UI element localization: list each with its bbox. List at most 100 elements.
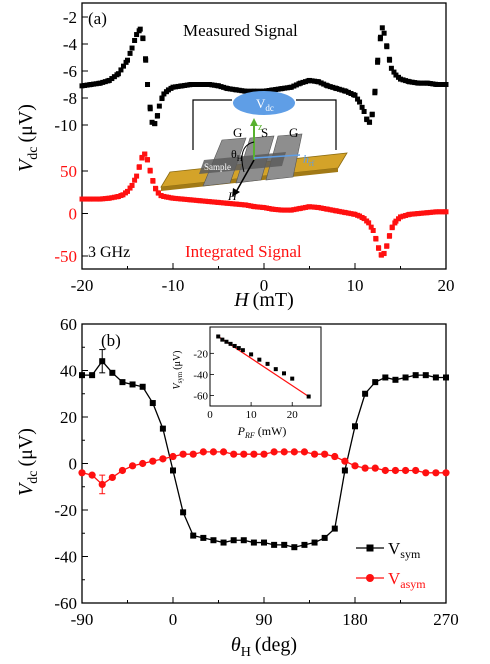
measured-point: [159, 95, 165, 101]
integrated-point: [436, 209, 442, 215]
legend-vasym-marker: [366, 574, 374, 582]
measured-point: [202, 82, 208, 87]
integrated-point: [361, 216, 367, 222]
integrated-point: [79, 196, 85, 202]
inset-point: [232, 343, 237, 348]
a-integrated-y-tick-label-1: 0: [69, 205, 78, 224]
measured-signal-series: [79, 25, 449, 127]
measured-point: [379, 25, 385, 31]
h-field-arrow: [235, 159, 255, 193]
measured-point: [152, 121, 158, 127]
point-sym: [230, 537, 237, 544]
measured-point: [127, 50, 133, 56]
measured-point: [147, 106, 153, 112]
measured-point: [291, 83, 297, 89]
measured-point: [93, 81, 99, 87]
measured-point: [336, 86, 342, 92]
panel-a-integrated-y-ticks: 50 0 -50: [54, 162, 88, 266]
point-asym: [108, 473, 116, 482]
point-asym: [128, 462, 137, 470]
measured-point: [100, 79, 106, 85]
panel-b-series: [78, 358, 450, 551]
measured-point: [345, 89, 351, 95]
integrated-point: [307, 204, 312, 210]
theta-label: θH: [231, 147, 243, 163]
b-y-tick-label-4: -20: [54, 501, 77, 520]
measured-point: [343, 88, 349, 94]
integrated-point: [234, 201, 240, 207]
integrated-point: [127, 185, 133, 191]
legend-vasym-label: Vasym: [388, 569, 426, 591]
measured-point: [439, 82, 445, 87]
measured-point: [145, 82, 151, 87]
circuit-wire: [192, 99, 232, 150]
integrated-point: [366, 220, 372, 226]
panel-b-x-axis-label: θH (deg): [231, 634, 297, 660]
integrated-point: [248, 203, 254, 209]
integrated-point: [393, 218, 399, 224]
measured-point: [170, 84, 176, 90]
measured-point: [339, 87, 345, 93]
integrated-point: [132, 177, 138, 183]
measured-point: [206, 82, 212, 87]
a-measured-y-tick-label-4: -10: [54, 116, 77, 135]
measured-point: [302, 79, 308, 85]
point-sym: [422, 372, 429, 379]
integrated-point: [129, 182, 135, 188]
measured-point: [140, 36, 146, 42]
integrated-point: [409, 211, 415, 217]
h-arrow-head: [232, 188, 240, 197]
measured-point: [115, 71, 121, 77]
integrated-point: [430, 209, 436, 215]
integrated-point: [316, 205, 322, 211]
measured-point: [97, 80, 103, 86]
panel-b-label: (b): [101, 331, 121, 350]
measured-point: [398, 76, 403, 82]
a-x-tick-label-0: -20: [71, 276, 94, 295]
inset-point: [236, 346, 241, 351]
integrated-point: [139, 154, 145, 160]
point-sym: [352, 423, 358, 430]
integrated-point: [82, 196, 88, 202]
point-asym: [149, 457, 157, 465]
measured-point: [369, 111, 375, 117]
measured-point: [403, 78, 409, 84]
point-sym: [372, 379, 379, 386]
measured-point: [391, 69, 397, 75]
measured-point: [88, 82, 94, 87]
point-sym: [432, 374, 439, 381]
measured-point: [309, 78, 315, 84]
point-asym: [401, 466, 410, 475]
z-axis-label: z: [258, 122, 263, 133]
integrated-point: [202, 198, 208, 204]
measured-point: [165, 87, 171, 93]
point-sym: [79, 372, 85, 379]
ground-label-2: G: [289, 125, 298, 140]
measured-point: [175, 83, 181, 89]
point-sym: [250, 539, 257, 546]
point-sym: [261, 539, 267, 546]
measured-point: [430, 81, 436, 87]
measured-point: [427, 81, 433, 87]
sample-label: Sample: [204, 162, 231, 172]
point-asym: [88, 471, 96, 479]
measured-point: [248, 88, 254, 94]
measured-point: [357, 99, 363, 105]
measured-point: [197, 82, 203, 87]
measured-point: [393, 72, 399, 78]
point-asym: [260, 450, 268, 458]
measured-point: [120, 63, 126, 69]
measured-point: [82, 82, 88, 88]
point-asym: [290, 448, 298, 456]
point-asym: [371, 464, 379, 472]
inset-point: [216, 334, 221, 339]
integrated-point: [275, 207, 281, 213]
point-sym: [281, 541, 288, 548]
integrated-point: [400, 213, 406, 219]
point-sym: [190, 532, 197, 539]
measured-point: [312, 78, 318, 84]
point-asym: [361, 464, 369, 472]
point-asym: [442, 469, 450, 477]
panel-b-error-bars: [99, 349, 106, 495]
point-sym: [301, 541, 308, 548]
